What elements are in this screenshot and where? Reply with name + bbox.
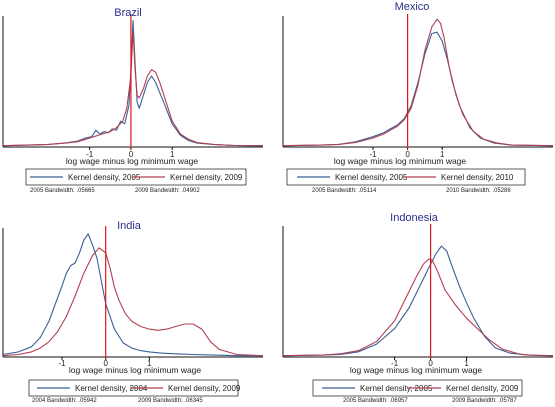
legend-label: Kernel density, 2004 [75,384,148,393]
chart-title: Brazil [114,7,142,19]
legend-label: Kernel density, 2009 [170,173,243,182]
bandwidth-note: 2005 Bandwidth: .06957 [343,398,408,404]
series-line-red [2,247,264,357]
series-line-blue [282,31,554,147]
x-tick-label: 1 [170,150,175,159]
x-tick-label: 0 [129,150,134,159]
series-line-blue [282,245,554,357]
legend-label: Kernel density, 2005 [68,173,141,182]
chart-title: Mexico [395,1,430,13]
series-line-blue [2,20,264,147]
x-tick-label: -1 [58,359,66,368]
legend-label: Kernel density, 2005 [360,384,433,393]
series-line-red [282,18,554,147]
x-tick-label: -1 [86,150,94,159]
bandwidth-note: 2004 Bandwidth: .05942 [32,398,97,404]
series-line-red [282,258,554,357]
x-axis-label: log wage minus log minimum wage [66,156,199,166]
x-tick-label: 1 [440,150,445,159]
series-line-red [2,30,264,147]
legend-label: Kernel density, 2005 [335,173,408,182]
legend-label: Kernel density, 2009 [168,384,241,393]
x-tick-label: -1 [369,150,377,159]
bandwidth-note: 2005 Bandwidth: .05665 [30,188,95,194]
bandwidth-note: 2009 Bandwidth: .06345 [138,398,203,404]
chart-panel-indonesia: -1 0 1 Indonesia log wage minus log minimum … [282,212,554,404]
x-tick-label: -1 [391,359,399,368]
x-tick-label: 1 [464,359,469,368]
bandwidth-note: 2005 Bandwidth: .05114 [312,188,377,194]
chart-panel-india: -1 0 1 India log wage minus log minimum wage… [2,220,264,404]
bandwidth-note: 2009 Bandwidth: .04902 [135,188,200,194]
series-line-blue [2,233,263,357]
chart-panel-brazil: -1 0 1 Brazil log wage minus log minimum wag… [2,7,264,194]
legend-label: Kernel density, 2010 [441,173,514,182]
x-axis-label: log wage minus log minimum wage [350,365,483,375]
bandwidth-note: 2009 Bandwidth: .05787 [452,398,517,404]
x-axis-label: log wage minus log minimum wage [69,365,202,375]
chart-panel-mexico: -1 0 1 Mexico log wage minus log minimum wag… [282,1,554,194]
x-tick-label: 0 [428,359,433,368]
bandwidth-note: 2010 Bandwidth: .05286 [446,188,511,194]
chart-title: India [117,220,142,232]
x-tick-label: 1 [147,359,152,368]
x-tick-label: 0 [103,359,108,368]
x-axis-label: log wage minus log minimum wage [334,156,467,166]
legend-label: Kernel density, 2009 [446,384,519,393]
chart-title: Indonesia [390,212,439,224]
x-tick-label: 0 [405,150,410,159]
